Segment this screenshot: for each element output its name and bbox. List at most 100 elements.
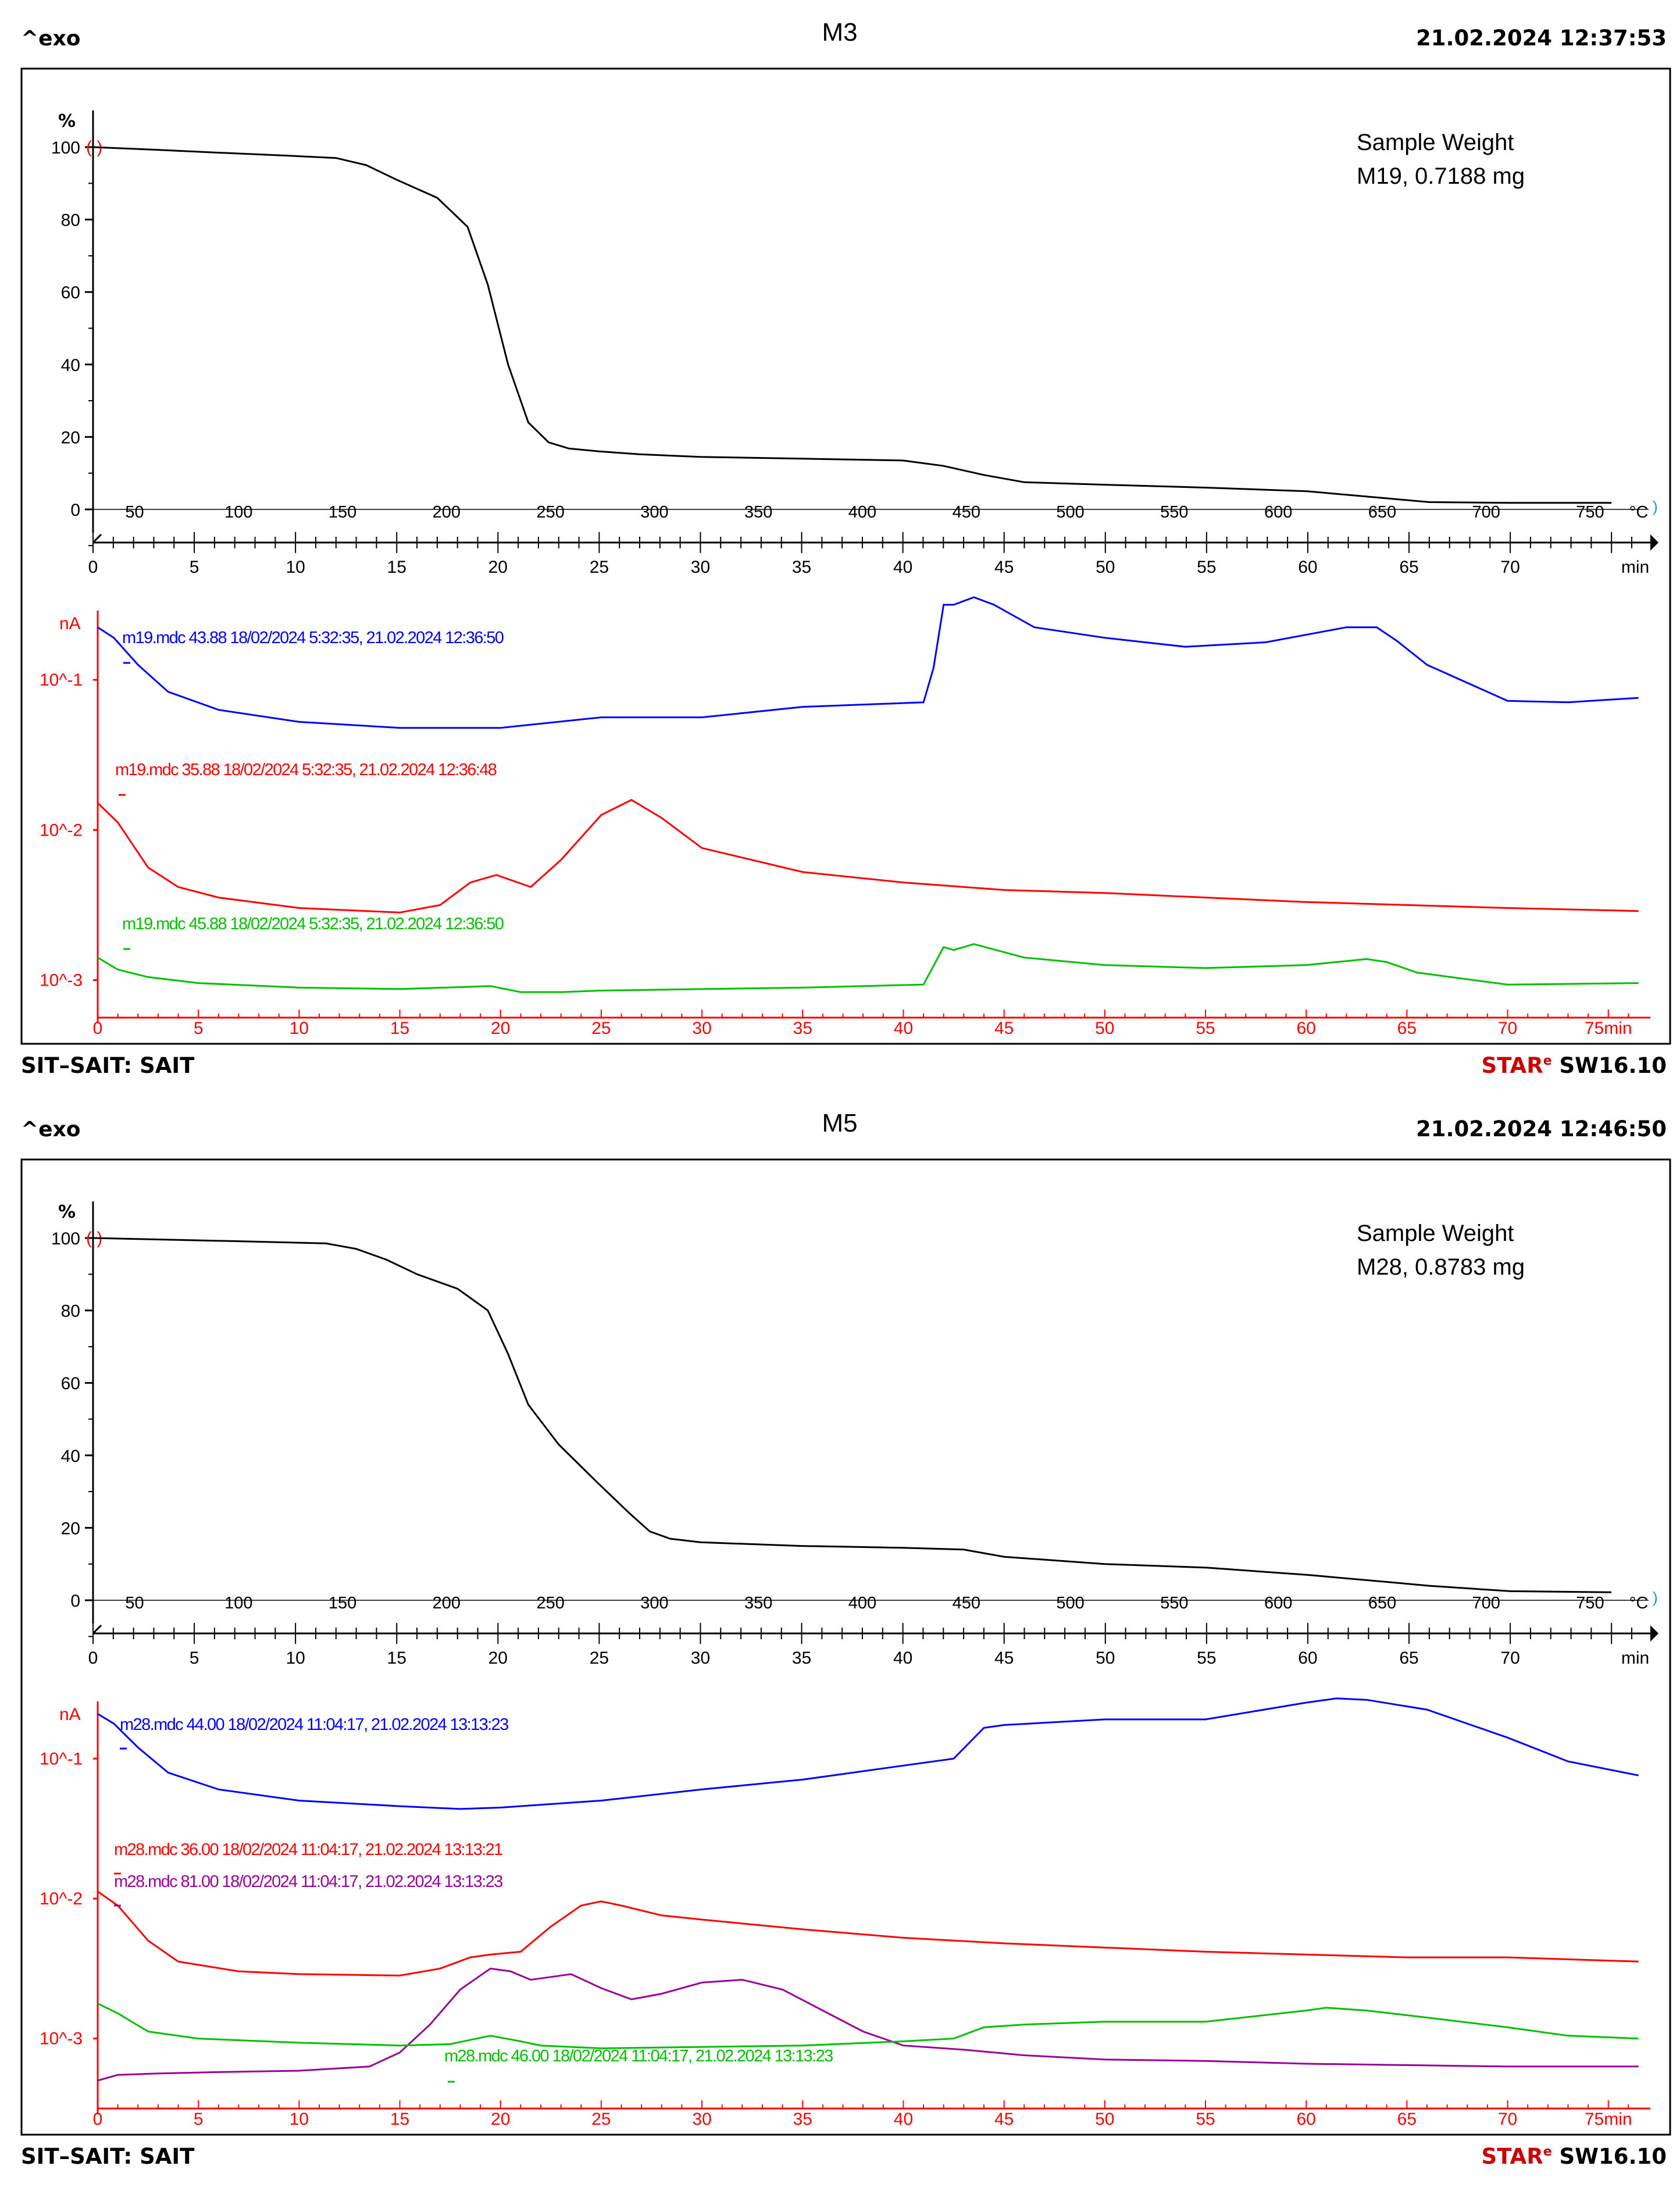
tga-time-tick-label: 45	[994, 1649, 1014, 1668]
tga-temp-tick-label: 250	[536, 503, 564, 522]
ms-time-tick-label: 30	[692, 2110, 711, 2129]
tga-time-tick-label: 10	[286, 1649, 305, 1668]
tga-temp-tick-label: 200	[433, 503, 461, 522]
tga-time-tick-label: 55	[1197, 1649, 1216, 1668]
tga-y-tick-label: 40	[61, 1447, 80, 1466]
ms-time-tick-label: 20	[491, 2110, 510, 2129]
tga-temp-tick-label: 100	[224, 503, 252, 522]
ms-curve-green	[97, 943, 1639, 993]
ms-y-axis-label: nA	[59, 614, 81, 633]
tga-temp-tick-label: 250	[536, 1594, 564, 1612]
ms-time-tick-label: 45	[994, 2110, 1014, 2129]
tga-temp-tick-label: 450	[953, 503, 980, 522]
ms-y-tick-label: 10^-1	[40, 1749, 83, 1768]
ms-time-tick-label: 5	[194, 1019, 204, 1038]
ms-time-tick-label: 20	[491, 1019, 510, 1038]
tga-y-tick-label: 0	[70, 1592, 80, 1611]
ms-time-tick-label: 10	[290, 1019, 309, 1038]
tga-y-axis-label: %	[58, 1202, 76, 1222]
ms-legend-label: m28.mdc 46.00 18/02/2024 11:04:17, 21.02…	[444, 2047, 833, 2065]
ms-y-tick-label: 10^-2	[40, 1889, 83, 1908]
tga-temp-tick-label: 700	[1472, 1594, 1500, 1612]
tga-time-tick-label: 70	[1500, 558, 1520, 577]
ms-curve-green	[97, 2003, 1639, 2050]
sample-weight-title: Sample Weight	[1357, 1221, 1514, 1246]
tga-time-tick-label: 65	[1399, 558, 1418, 577]
tga-time-tick-label: 55	[1197, 558, 1216, 577]
software-version: SW16.10	[1552, 2144, 1667, 2169]
tga-time-tick-label: 30	[691, 1649, 710, 1668]
ms-time-tick-label: 15	[390, 1019, 409, 1038]
plot-frame	[20, 1158, 1671, 2136]
tga-time-tick-label: 50	[1096, 1649, 1115, 1668]
ms-time-tick-label: 55	[1196, 2110, 1215, 2129]
tga-y-tick-label: 40	[61, 356, 80, 375]
ms-time-tick-label: 45	[994, 1019, 1014, 1038]
ms-legend-label: m19.mdc 35.88 18/02/2024 5:32:35, 21.02.…	[115, 761, 497, 779]
tga-time-tick-label: 30	[691, 558, 710, 577]
panel-title: M3	[822, 18, 857, 47]
star-brand: STAR	[1482, 2144, 1543, 2169]
sample-weight-title: Sample Weight	[1357, 130, 1514, 155]
ms-y-tick-label: 10^-3	[40, 2029, 83, 2049]
tga-temp-tick-label: 600	[1264, 1594, 1292, 1612]
ms-curve-purple	[97, 1967, 1639, 2082]
star-brand: STAR	[1482, 1053, 1543, 1078]
panel-m3: ^exo M3 21.02.2024 12:37:53 SIT–SAIT: SAIT S…	[20, 18, 1671, 1078]
ms-time-tick-label: 40	[894, 1019, 913, 1038]
tga-time-tick-label: 60	[1298, 1649, 1317, 1668]
tga-y-tick-label: 0	[70, 501, 80, 520]
footer-right-label: STARe SW16.10	[1482, 1053, 1667, 1078]
ms-time-tick-label: 0	[93, 1019, 103, 1038]
ms-time-tick-label: 5	[194, 2110, 204, 2129]
tga-temp-tick-label: 700	[1472, 503, 1500, 522]
tga-weight-curve	[92, 146, 1612, 504]
ms-y-axis-label: nA	[59, 1705, 81, 1724]
tga-temp-tick-label: 500	[1056, 503, 1084, 522]
tga-time-axis-arrow	[1650, 1625, 1658, 1642]
tga-temp-unit-label: °C	[1629, 503, 1649, 522]
star-brand-e: e	[1543, 1054, 1552, 1068]
tga-temp-tick-label: 650	[1368, 503, 1396, 522]
tga-axis-corner	[92, 1624, 102, 1635]
tga-time-tick-label: 5	[190, 558, 199, 577]
tga-temp-unit-label: °C	[1629, 1594, 1649, 1612]
ms-subplot: nA 10^-1 10^-2 10^-3 0 5 10 15 20 25 30 35 40 45 50 55 6…	[40, 1697, 1650, 2129]
ms-subplot: nA 10^-1 10^-2 10^-3 0 5 10 15 20 25 30 35 40 45 50 55 6…	[40, 596, 1650, 1038]
curve-marker-right: )	[1653, 1589, 1658, 1606]
ms-y-tick-label: 10^-1	[40, 670, 83, 690]
footer-left-label: SIT–SAIT: SAIT	[21, 2144, 195, 2169]
tga-weight-curve	[92, 1237, 1612, 1593]
tga-y-axis-label: %	[58, 111, 76, 131]
tga-temp-tick-label: 600	[1264, 503, 1292, 522]
tga-time-tick-label: 0	[88, 1649, 98, 1668]
ms-time-tick-label: 40	[894, 2110, 913, 2129]
ms-time-tick-label: 60	[1296, 1019, 1315, 1038]
tga-time-tick-label: 20	[488, 558, 508, 577]
tga-temp-tick-label: 100	[224, 1594, 252, 1612]
sample-weight-value: M28, 0.8783 mg	[1357, 1254, 1525, 1280]
ms-time-tick-label: 35	[793, 1019, 812, 1038]
ms-time-tick-label: 55	[1196, 1019, 1215, 1038]
tga-time-tick-label: 40	[893, 558, 912, 577]
tga-time-tick-label: 10	[286, 558, 305, 577]
ms-curve-red	[97, 798, 1639, 914]
tga-time-tick-label: 35	[792, 1649, 811, 1668]
tga-temp-tick-label: 750	[1576, 503, 1604, 522]
tga-temp-tick-label: 350	[744, 1594, 772, 1612]
ms-y-tick-label: 10^-2	[40, 820, 83, 840]
sample-weight-value: M19, 0.7188 mg	[1357, 163, 1525, 189]
tga-temp-tick-label: 650	[1368, 1594, 1396, 1612]
footer-left-label: SIT–SAIT: SAIT	[21, 1053, 195, 1078]
ms-time-tick-label: 60	[1296, 2110, 1315, 2129]
tga-temp-tick-label: 750	[1576, 1594, 1604, 1612]
tga-temp-tick-label: 200	[433, 1594, 461, 1612]
tga-time-tick-label: 15	[387, 558, 406, 577]
tga-y-tick-label: 20	[61, 428, 80, 447]
tga-temp-tick-label: 150	[329, 503, 356, 522]
ms-legend-label: m19.mdc 43.88 18/02/2024 5:32:35, 21.02.…	[122, 629, 504, 647]
tga-time-tick-label: 45	[994, 558, 1014, 577]
tga-time-tick-label: 25	[590, 1649, 609, 1668]
